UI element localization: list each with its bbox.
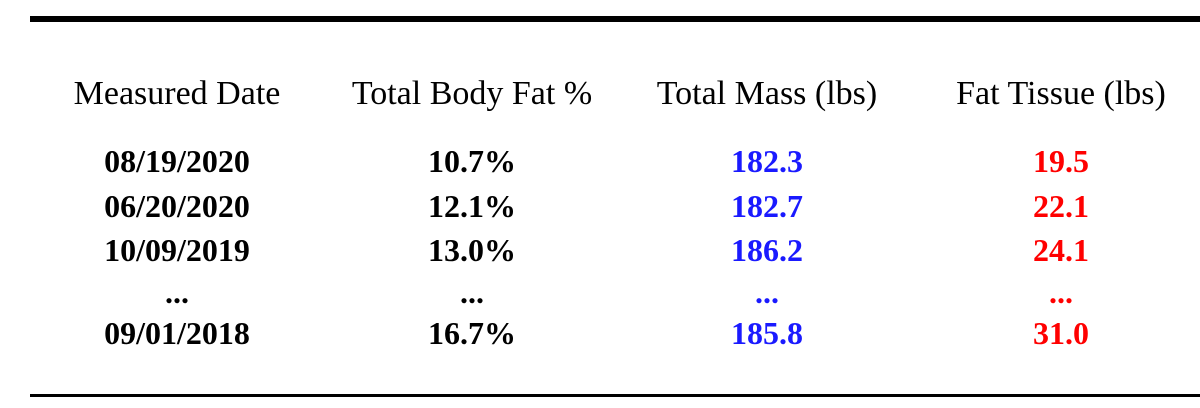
header-fat-tissue: Fat Tissue (lbs) [956, 75, 1166, 112]
cell-ellipsis: ... [755, 274, 779, 310]
header-total-body-fat: Total Body Fat % [351, 75, 593, 112]
cell-date: 08/19/2020 [104, 143, 250, 179]
cell-fat-tissue: 22.1 [1033, 188, 1089, 224]
cell-ellipsis: ... [460, 274, 484, 310]
cell-fat-tissue: 24.1 [1033, 232, 1089, 268]
cell-mass: 186.2 [731, 232, 803, 268]
cell-ellipsis: ... [1049, 274, 1073, 310]
top-rule [30, 16, 1200, 22]
cell-body-fat: 12.1% [428, 188, 516, 224]
cell-body-fat: 13.0% [428, 232, 516, 268]
cell-ellipsis: ... [165, 274, 189, 310]
bottom-rule [30, 394, 1200, 397]
cell-mass: 182.3 [731, 143, 803, 179]
cell-date: 09/01/2018 [104, 315, 250, 351]
header-total-mass: Total Mass (lbs) [656, 75, 878, 112]
cell-date: 10/09/2019 [104, 232, 250, 268]
cell-fat-tissue: 31.0 [1033, 315, 1089, 351]
cell-fat-tissue: 19.5 [1033, 143, 1089, 179]
cell-body-fat: 10.7% [428, 143, 516, 179]
cell-mass: 182.7 [731, 188, 803, 224]
cell-mass: 185.8 [731, 315, 803, 351]
cell-date: 06/20/2020 [104, 188, 250, 224]
cell-body-fat: 16.7% [428, 315, 516, 351]
header-measured-date: Measured Date [73, 75, 281, 112]
